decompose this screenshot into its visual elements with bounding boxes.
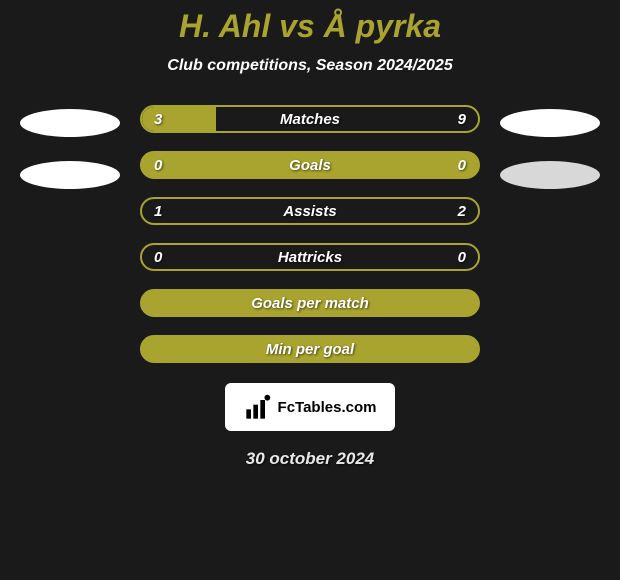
fctables-icon — [244, 393, 272, 421]
stat-value-right: 2 — [458, 203, 466, 220]
stat-bar: 1 Assists 2 — [140, 197, 480, 225]
date-text: 30 october 2024 — [0, 449, 620, 469]
page-subtitle: Club competitions, Season 2024/2025 — [0, 57, 620, 75]
stat-value-left: 0 — [154, 157, 162, 174]
fctables-badge[interactable]: FcTables.com — [225, 383, 395, 431]
stat-label: Goals — [289, 157, 331, 174]
fctables-label: FcTables.com — [278, 399, 377, 416]
stat-value-left: 0 — [154, 249, 162, 266]
stat-bar: Goals per match — [140, 289, 480, 317]
avatar-ellipse — [20, 109, 120, 137]
stat-label: Matches — [280, 111, 340, 128]
stat-value-right: 9 — [458, 111, 466, 128]
stat-bar: 0 Hattricks 0 — [140, 243, 480, 271]
stat-bar: 0 Goals 0 — [140, 151, 480, 179]
stat-label: Goals per match — [251, 295, 369, 312]
stat-bar: 3 Matches 9 — [140, 105, 480, 133]
stat-bar: Min per goal — [140, 335, 480, 363]
stat-value-left: 3 — [154, 111, 162, 128]
stat-value-right: 0 — [458, 157, 466, 174]
stats-wrapper: 3 Matches 9 0 Goals 0 1 Assists 2 0 Hattricks 0 Goal… — [0, 105, 620, 363]
player-right-avatars — [500, 105, 600, 189]
stats-column: 3 Matches 9 0 Goals 0 1 Assists 2 0 Hattricks 0 Goal… — [140, 105, 480, 363]
stat-label: Min per goal — [266, 341, 354, 358]
comparison-container: H. Ahl vs Å pyrka Club competitions, Sea… — [0, 0, 620, 469]
player-left-avatars — [20, 105, 120, 189]
avatar-ellipse — [500, 161, 600, 189]
avatar-ellipse — [20, 161, 120, 189]
stat-label: Assists — [283, 203, 336, 220]
page-title: H. Ahl vs Å pyrka — [0, 8, 620, 45]
avatar-ellipse — [500, 109, 600, 137]
stat-value-left: 1 — [154, 203, 162, 220]
stat-value-right: 0 — [458, 249, 466, 266]
stat-label: Hattricks — [278, 249, 342, 266]
